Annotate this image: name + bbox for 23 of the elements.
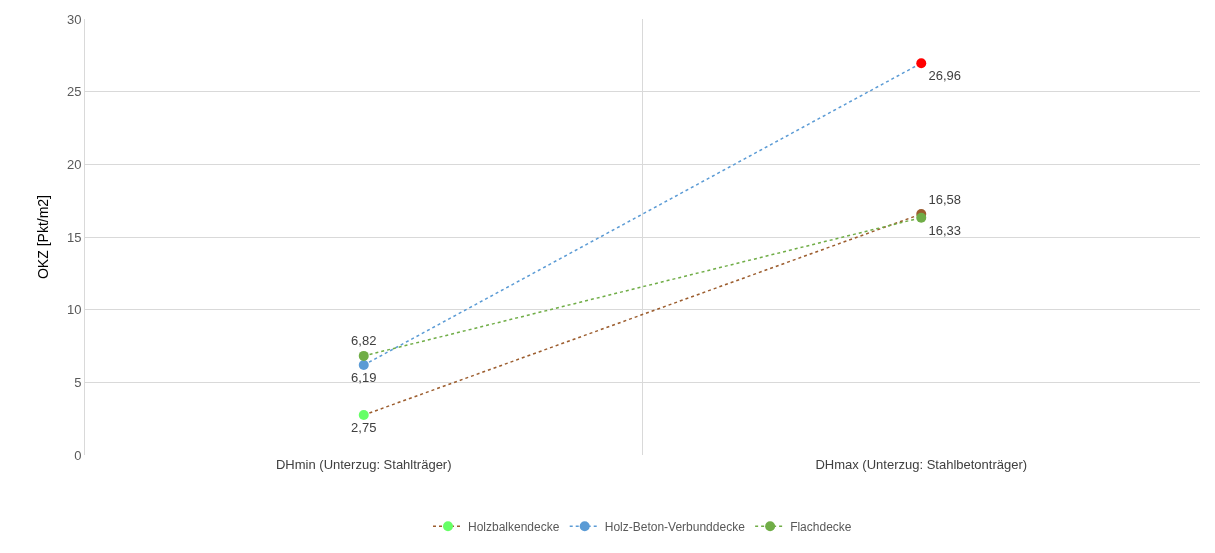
y-tick-label: 5 (74, 374, 82, 390)
y-tick-label: 0 (74, 447, 82, 463)
y-axis-title: OKZ [Pkt/m2] (34, 194, 51, 280)
point (916, 58, 927, 69)
point (358, 360, 369, 371)
y-tick-label: 25 (66, 84, 82, 100)
data-label: 16,58 (928, 191, 962, 207)
data-label: 6,19 (351, 370, 377, 386)
legend-label: Holzbalkendecke (468, 519, 560, 534)
data-label: 6,82 (351, 333, 377, 349)
y-tick-label: 20 (66, 156, 82, 172)
y-tick-label: 10 (66, 302, 82, 318)
y-tick-label: 30 (66, 11, 82, 27)
x-tick-label: DHmax (Unterzug: Stahlbetonträger) (815, 457, 1028, 472)
y-tick-label: 15 (66, 229, 82, 245)
x-tick-label: DHmin (Unterzug: Stahlträger) (275, 457, 452, 472)
legend-label: Holz-Beton-Verbunddecke (604, 519, 746, 534)
legend-label: Flachdecke (790, 519, 852, 534)
data-label: 2,75 (351, 420, 377, 436)
point (358, 350, 369, 361)
data-label: 16,33 (928, 222, 962, 238)
point (358, 410, 369, 421)
data-label: 26,96 (928, 68, 962, 84)
